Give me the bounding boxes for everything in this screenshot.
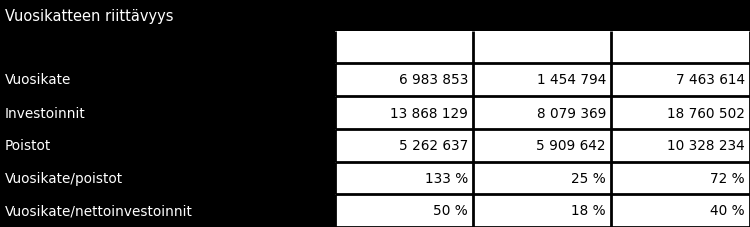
Bar — [473, 129, 611, 162]
Bar — [335, 129, 473, 162]
Bar — [0, 32, 335, 64]
Bar — [335, 0, 473, 32]
Text: 6 983 853: 6 983 853 — [399, 73, 468, 87]
Text: Vuosikate: Vuosikate — [5, 73, 71, 87]
Bar — [473, 0, 611, 32]
Bar — [335, 96, 473, 129]
Bar — [0, 64, 335, 96]
Text: 18 760 502: 18 760 502 — [668, 106, 745, 120]
Text: Investoinnit: Investoinnit — [5, 106, 86, 120]
Bar — [0, 129, 335, 162]
Bar — [611, 32, 750, 64]
Bar — [473, 32, 611, 64]
Text: Vuosikate/poistot: Vuosikate/poistot — [5, 171, 123, 185]
Text: 10 328 234: 10 328 234 — [668, 139, 745, 153]
Text: 13 868 129: 13 868 129 — [390, 106, 468, 120]
Text: 40 %: 40 % — [710, 204, 745, 217]
Text: 1 454 794: 1 454 794 — [537, 73, 606, 87]
Text: 72 %: 72 % — [710, 171, 745, 185]
Bar — [0, 194, 335, 227]
Text: 25 %: 25 % — [572, 171, 606, 185]
Bar — [0, 96, 335, 129]
Text: Poistot: Poistot — [5, 139, 51, 153]
Bar — [335, 32, 473, 64]
Bar — [473, 194, 611, 227]
Text: 50 %: 50 % — [433, 204, 468, 217]
Text: 5 909 642: 5 909 642 — [536, 139, 606, 153]
Bar — [611, 194, 750, 227]
Text: Vuosikate/nettoinvestoinnit: Vuosikate/nettoinvestoinnit — [5, 204, 193, 217]
Text: 133 %: 133 % — [424, 171, 468, 185]
Bar — [0, 162, 335, 194]
Text: 8 079 369: 8 079 369 — [537, 106, 606, 120]
Text: Vuosikatteen riittävyys: Vuosikatteen riittävyys — [5, 8, 173, 23]
Bar — [611, 129, 750, 162]
Bar — [473, 162, 611, 194]
Bar — [335, 64, 473, 96]
Bar — [611, 96, 750, 129]
Text: 5 262 637: 5 262 637 — [399, 139, 468, 153]
Bar — [0, 0, 335, 32]
Bar — [335, 162, 473, 194]
Bar — [335, 194, 473, 227]
Bar — [473, 64, 611, 96]
Bar — [473, 96, 611, 129]
Bar — [611, 0, 750, 32]
Text: 7 463 614: 7 463 614 — [676, 73, 745, 87]
Text: 18 %: 18 % — [572, 204, 606, 217]
Bar — [611, 64, 750, 96]
Bar — [611, 162, 750, 194]
